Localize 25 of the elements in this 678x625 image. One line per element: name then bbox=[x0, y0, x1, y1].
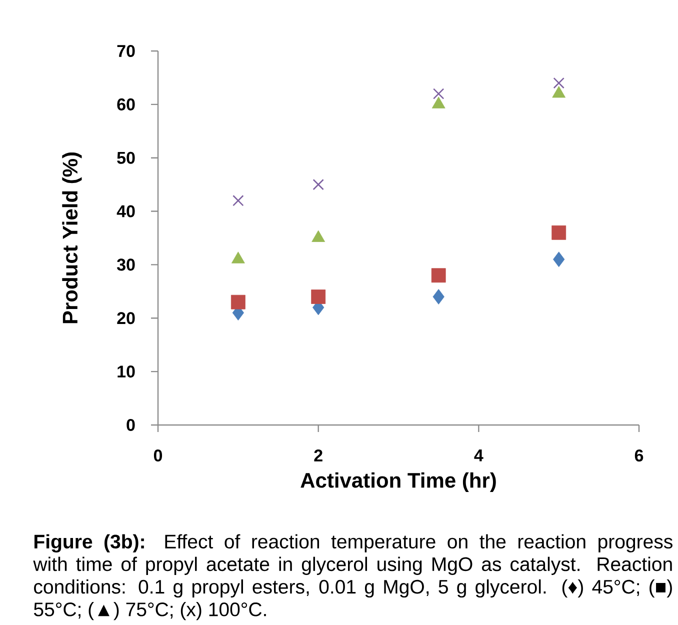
x-axis-title: Activation Time (hr) bbox=[300, 472, 496, 492]
y-tick-label: 10 bbox=[118, 366, 135, 378]
point bbox=[431, 268, 446, 283]
y-tick-label: 30 bbox=[116, 258, 135, 271]
y-axis-title: Product Yield (%) bbox=[62, 152, 82, 324]
point bbox=[553, 252, 565, 268]
y-tick-label: 50 bbox=[117, 152, 135, 164]
y-tick-label: 20 bbox=[117, 312, 135, 324]
x-tick-label: 2 bbox=[314, 450, 322, 462]
point bbox=[432, 88, 444, 100]
x-tick-label: 4 bbox=[474, 449, 484, 462]
point bbox=[312, 178, 324, 190]
x-tick-label: 6 bbox=[634, 450, 644, 462]
point bbox=[230, 294, 246, 310]
y-tick-label: 70 bbox=[117, 44, 135, 58]
text: Figure (3b): Effect of reaction temperature on the reaction progress with time of propyl acetate in glycerol using MgO as catalyst. Reaction conditions: 0.1 g propyl esters, 0.01 g MgO, 5 g glycerol. (♦) 45°C; (■) 55°C; (▲) 75°C; (x) 100°C. bbox=[33, 534, 672, 620]
point bbox=[552, 225, 566, 240]
y-tick-label: 60 bbox=[117, 98, 135, 110]
x-tick-label: 0 bbox=[154, 450, 162, 462]
y-tick-label: 0 bbox=[126, 418, 135, 432]
point bbox=[311, 290, 326, 304]
point bbox=[553, 77, 564, 89]
point bbox=[232, 194, 244, 206]
point bbox=[432, 289, 444, 304]
y-tick-label: 40 bbox=[116, 205, 135, 218]
